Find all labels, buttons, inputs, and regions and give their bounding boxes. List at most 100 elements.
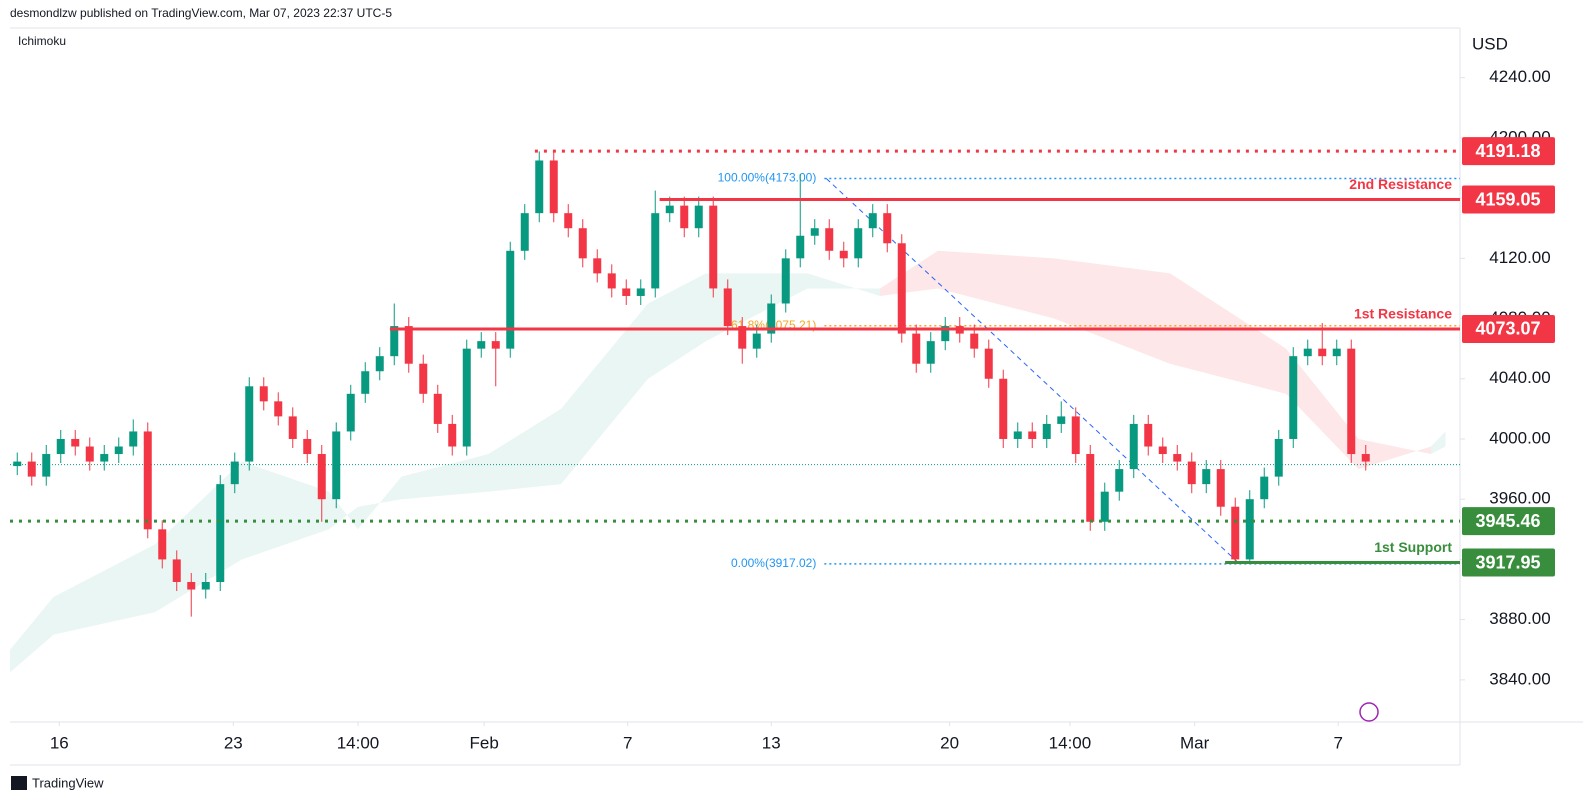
x-tick-label: 7 [1333,733,1342,752]
candle-body [564,213,573,229]
candle-body [1274,438,1283,477]
candle-body [462,348,471,447]
candle-body [665,205,674,214]
candle-body [85,446,94,462]
candle-body [303,438,312,455]
level-name: 1st Resistance [1354,306,1452,322]
y-tick-label: 4040.00 [1489,368,1550,387]
candle-body [27,461,36,477]
y-tick-label: 3880.00 [1489,609,1550,628]
candle-body [1173,454,1182,462]
candle-body [477,341,486,349]
candle-body [796,235,805,259]
candle-body [361,371,370,394]
ichimoku-cloud [807,273,880,296]
x-tick-label: 16 [50,733,69,752]
fib-trend-line [826,178,1240,565]
candle-body [1071,416,1080,455]
ichimoku-cloud [880,250,938,296]
fib-label: 0.00%(3917.02) [731,556,816,570]
candle-body [332,431,341,500]
candle-body [1231,506,1240,560]
candle-body [723,288,732,327]
logo [11,776,27,790]
candle-body [375,356,384,372]
candle-body [897,243,906,334]
candle-body [520,213,529,251]
candle-body [114,446,123,455]
candle-body [854,228,863,259]
candle-body [317,454,326,500]
candle-body [346,393,355,432]
candle-body [129,431,138,447]
candle-body [1332,348,1341,357]
x-tick-label: 13 [762,733,781,752]
candle-body [259,386,268,402]
y-tick-label: 4240.00 [1489,67,1550,86]
ichimoku-cloud [10,597,54,673]
candle-body [71,438,80,447]
price-badge [1462,137,1555,166]
candle-body [1347,348,1356,455]
candle-body [1144,423,1153,447]
candle-body [694,205,703,229]
candle-body [1129,423,1138,470]
candle-body [13,461,22,467]
candle-body [839,250,848,259]
price-badge-label: 3917.95 [1475,552,1540,572]
publisher: desmondlzw published on TradingView.com,… [10,6,392,20]
ichimoku-cloud [401,454,489,500]
candle-body [1303,348,1312,357]
candle-body [709,205,718,289]
candle-body [230,461,239,485]
ichimoku-cloud [1358,438,1431,470]
y-tick-label: 4120.00 [1489,248,1550,267]
ichimoku-cloud [1054,258,1170,364]
candle-body [593,258,602,274]
candle-body [984,348,993,379]
candle-body [1289,356,1298,439]
price-badge-label: 4191.18 [1475,141,1540,161]
candle-body [288,416,297,439]
x-tick-label: Feb [470,733,499,752]
candle-body [390,326,399,357]
fib-label: 100.00%(4173.00) [718,171,817,185]
price-badge [1462,548,1555,577]
candle-body [245,386,254,462]
ichimoku-cloud [561,303,648,485]
candle-body [578,228,587,259]
ichimoku-cloud [1431,431,1446,455]
candle-body [1158,446,1167,455]
x-tick-label: 14:00 [1049,733,1092,752]
candle-body [868,213,877,229]
candle-body [941,326,950,342]
candle-body [1260,476,1269,500]
x-tick-label: 23 [224,733,243,752]
currency: USD [1472,34,1508,53]
candle-body [404,326,413,364]
candle-body [491,341,500,349]
price-badge [1462,507,1555,536]
ichimoku-cloud [1170,273,1286,394]
ichimoku-cloud [242,461,329,560]
y-tick-label: 3960.00 [1489,489,1550,508]
candle-body [433,393,442,424]
price-badge [1462,185,1555,214]
x-tick-label: 14:00 [337,733,380,752]
price-badge [1462,314,1555,343]
flash-icon[interactable] [1359,702,1379,722]
candle-body [1042,423,1051,439]
candle-body [1202,469,1211,485]
candle-body [100,454,109,462]
candle-body [506,250,515,349]
candle-body [738,326,747,349]
candle-body [1318,348,1327,357]
candle-body [912,333,921,364]
candle-body [1187,461,1196,485]
candle-body [926,341,935,364]
candle-body [767,303,776,334]
price-badge-label: 3945.46 [1475,511,1540,531]
indicator-name: Ichimoku [18,34,66,48]
y-tick-label: 4000.00 [1489,428,1550,447]
